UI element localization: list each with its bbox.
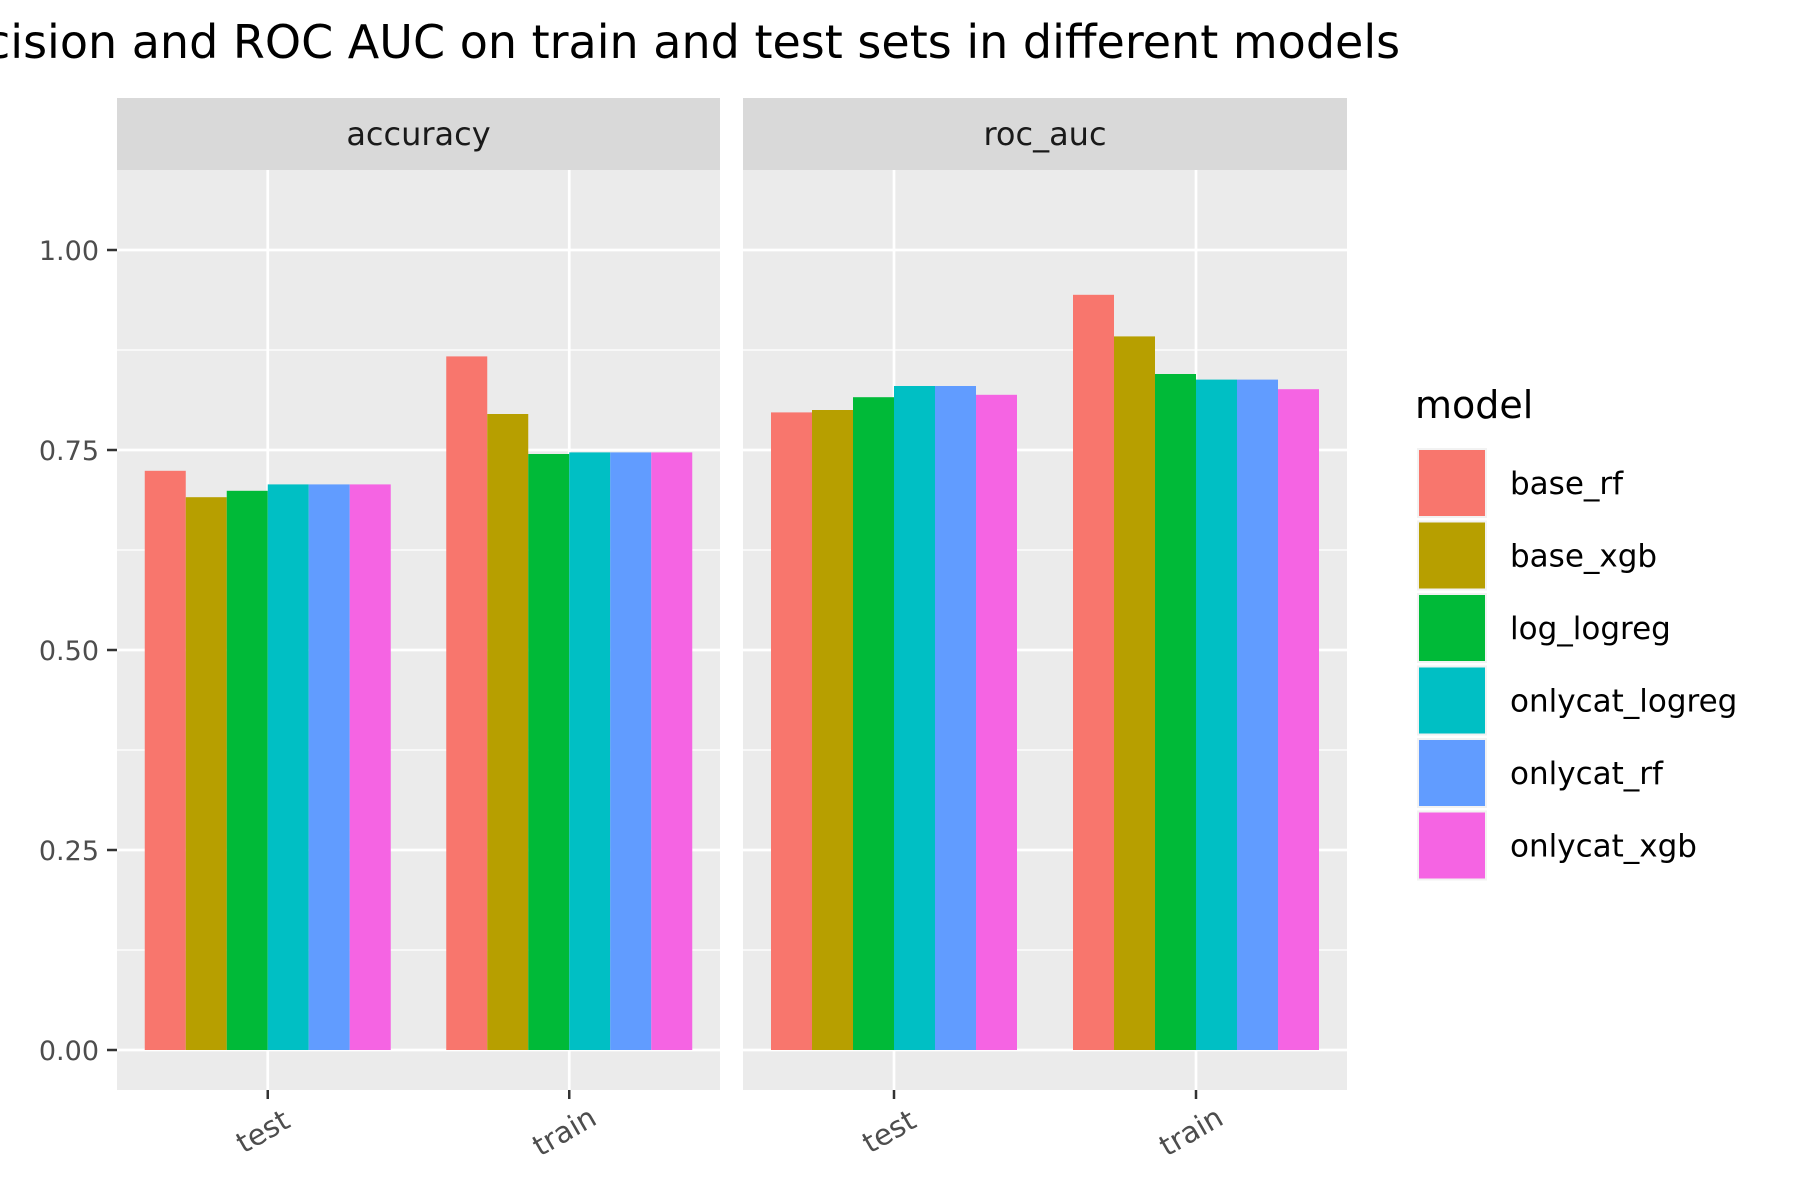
legend-label-onlycat_rf: onlycat_rf [1510, 756, 1664, 792]
y-tick-label: 0.75 [39, 436, 99, 467]
legend-label-log_logreg: log_logreg [1510, 611, 1671, 647]
y-tick-label: 0.25 [39, 836, 99, 867]
bar-accuracy-train-onlycat_rf [610, 452, 652, 1050]
legend-swatch-onlycat_logreg [1419, 667, 1485, 734]
bar-accuracy-test-log_logreg [226, 490, 268, 1050]
legend-swatch-base_rf [1419, 450, 1485, 516]
facet-panel-accuracy: accuracy test train [117, 98, 720, 1163]
bar-accuracy-test-base_rf [144, 470, 186, 1050]
x-tick-label: test [230, 1103, 295, 1160]
facet-strip [117, 98, 720, 170]
bar-roc_auc-test-base_rf [771, 412, 812, 1050]
bar-roc_auc-train-base_xgb [1114, 336, 1155, 1050]
y-tick-label: 0.00 [39, 1036, 99, 1067]
x-tick-label: test [856, 1103, 921, 1160]
bar-roc_auc-test-base_xgb [812, 410, 853, 1050]
legend-label-base_xgb: base_xgb [1510, 539, 1657, 575]
legend-swatch-log_logreg [1419, 595, 1485, 661]
y-axis: 0.00 0.25 0.50 0.75 1.00 [39, 236, 117, 1067]
bar-roc_auc-train-onlycat_logreg [1196, 379, 1237, 1051]
bar-accuracy-train-onlycat_xgb [651, 452, 693, 1050]
legend-title: model [1415, 383, 1533, 427]
bar-accuracy-test-onlycat_logreg [267, 484, 309, 1050]
bar-roc_auc-train-onlycat_rf [1237, 379, 1278, 1051]
legend-swatch-onlycat_xgb [1419, 812, 1485, 879]
bar-roc_auc-test-log_logreg [853, 397, 894, 1050]
legend: model base_rf base_xgb log_logreg onlycat_lo… [1415, 383, 1737, 881]
bar-accuracy-test-onlycat_rf [308, 484, 350, 1050]
bar-accuracy-test-onlycat_xgb [349, 484, 391, 1050]
bar-roc_auc-train-log_logreg [1155, 374, 1196, 1050]
facet-strip-label: roc_auc [983, 115, 1106, 153]
y-tick-label: 0.50 [39, 636, 99, 667]
bar-accuracy-train-log_logreg [528, 454, 570, 1050]
legend-label-onlycat_logreg: onlycat_logreg [1510, 684, 1737, 720]
y-tick-label: 1.00 [39, 236, 99, 267]
bar-roc_auc-test-onlycat_rf [935, 386, 976, 1050]
bar-accuracy-train-base_xgb [487, 414, 529, 1050]
bar-accuracy-test-base_xgb [185, 497, 227, 1050]
chart-title: cision and ROC AUC on train and test set… [0, 15, 1400, 69]
bar-roc_auc-train-base_rf [1073, 294, 1114, 1050]
legend-label-onlycat_xgb: onlycat_xgb [1510, 829, 1697, 865]
legend-swatch-base_xgb [1419, 522, 1485, 589]
bar-roc_auc-test-onlycat_xgb [976, 394, 1017, 1050]
bar-accuracy-train-base_rf [446, 356, 488, 1050]
bar-roc_auc-test-onlycat_logreg [894, 386, 935, 1050]
facet-strip [743, 98, 1347, 170]
legend-label-base_rf: base_rf [1510, 466, 1624, 502]
facet-strip-label: accuracy [346, 115, 490, 153]
x-tick-label: train [1153, 1100, 1228, 1163]
bar-roc_auc-train-onlycat_xgb [1278, 389, 1319, 1050]
bar-accuracy-train-onlycat_logreg [569, 452, 611, 1050]
x-tick-label: train [527, 1100, 602, 1163]
legend-swatch-onlycat_rf [1419, 740, 1485, 806]
